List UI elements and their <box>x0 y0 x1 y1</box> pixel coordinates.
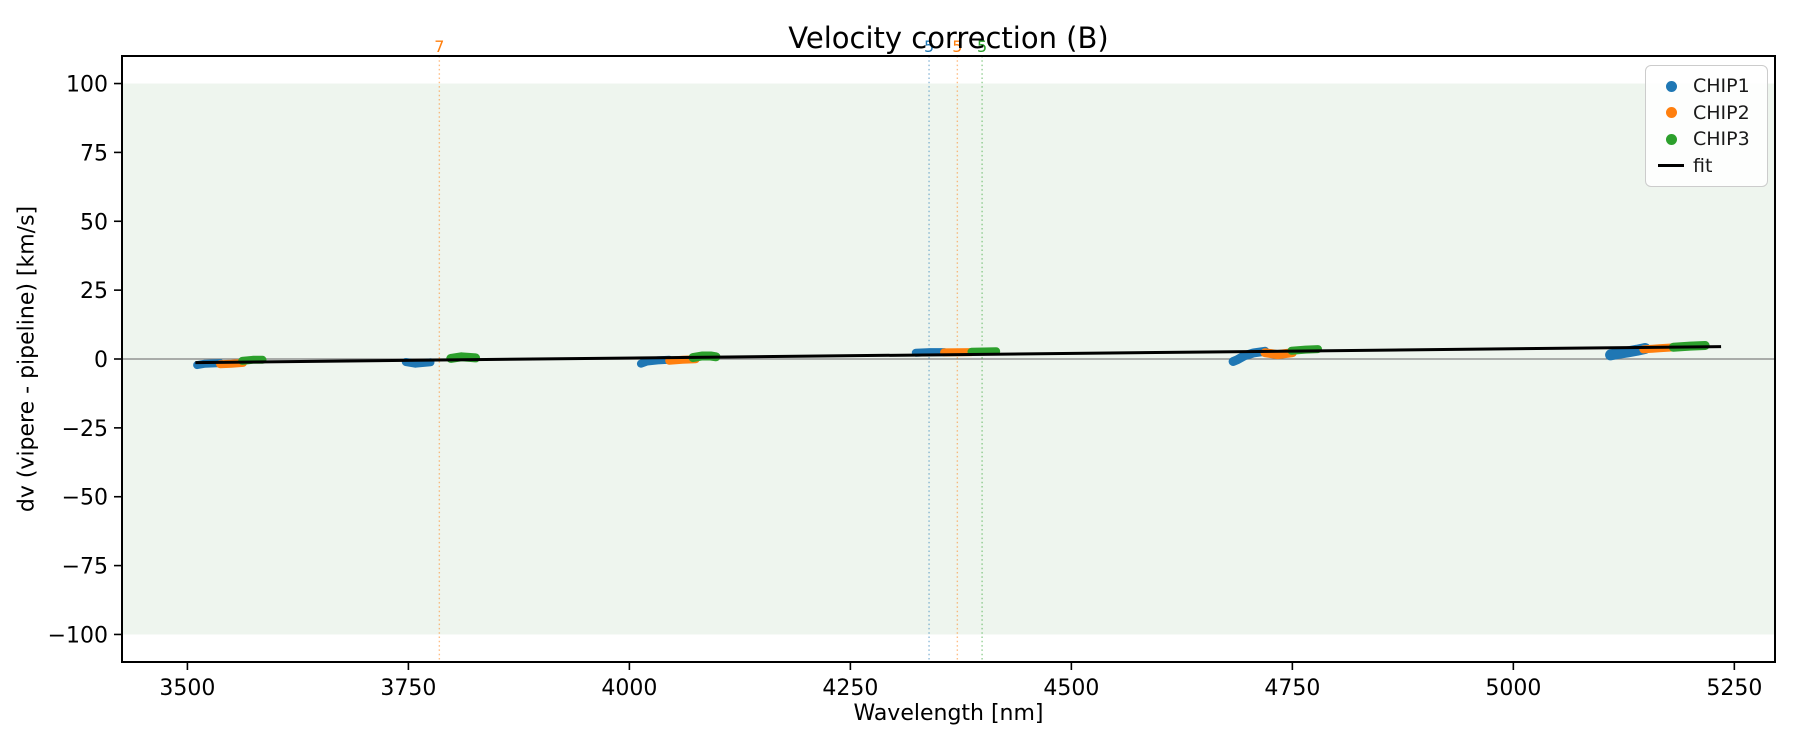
vline-count-label: 5 <box>977 37 987 56</box>
y-tick-label: −25 <box>62 417 108 442</box>
chip1-data-cluster <box>401 358 435 368</box>
x-tick-label: 4250 <box>822 676 878 701</box>
legend-label: CHIP2 <box>1693 101 1750 124</box>
chip1-data-cluster <box>911 348 949 357</box>
x-tick-label: 3750 <box>380 676 436 701</box>
vline-count-label: 5 <box>924 37 934 56</box>
legend-item: CHIP3 <box>1658 126 1767 153</box>
x-tick-label: 4000 <box>601 676 657 701</box>
y-tick-label: 0 <box>94 348 108 373</box>
chip3-marker-icon <box>1665 133 1677 145</box>
chip2-marker-icon <box>1665 107 1677 119</box>
x-tick-label: 4500 <box>1043 676 1099 701</box>
chip1-data-cluster <box>636 355 674 368</box>
y-tick-label: −50 <box>62 486 108 511</box>
y-tick-label: 50 <box>80 210 108 235</box>
legend-label: CHIP3 <box>1693 128 1750 151</box>
legend-marker-icon <box>1658 80 1684 92</box>
legend: CHIP1 CHIP2 CHIP3 fit <box>1645 65 1768 187</box>
legend-label: fit <box>1693 154 1713 177</box>
legend-label: CHIP1 <box>1693 75 1750 98</box>
chip3-data-cluster <box>238 355 267 365</box>
y-tick-label: −100 <box>48 623 108 648</box>
chip1-marker-icon <box>1665 80 1677 92</box>
chip3-data-cluster <box>446 352 481 363</box>
x-tick-label: 5250 <box>1706 676 1762 701</box>
y-tick-label: −75 <box>62 555 108 580</box>
x-tick-label: 4750 <box>1264 676 1320 701</box>
legend-item: fit <box>1658 153 1767 180</box>
chart-title: Velocity correction (B) <box>788 21 1109 55</box>
x-axis-label: Wavelength [nm] <box>853 701 1044 726</box>
chip2-data-cluster <box>1260 348 1297 360</box>
fit-line-icon <box>1658 164 1684 168</box>
x-tick-label: 3500 <box>159 676 215 701</box>
vline-count-label: 7 <box>434 37 444 56</box>
legend-marker-icon <box>1658 107 1684 119</box>
x-tick-label: 5000 <box>1485 676 1541 701</box>
legend-item: CHIP2 <box>1658 100 1767 127</box>
legend-marker-icon <box>1658 164 1684 168</box>
y-tick-label: 75 <box>80 141 108 166</box>
y-tick-label: 100 <box>66 73 108 98</box>
y-tick-label: 25 <box>80 279 108 304</box>
legend-marker-icon <box>1658 133 1684 145</box>
vline-count-label: 5 <box>952 37 962 56</box>
legend-item: CHIP1 <box>1658 73 1767 100</box>
y-axis-label: dv (vipere - pipeline) [km/s] <box>14 205 40 513</box>
fit-line <box>195 345 1722 365</box>
chip3-data-cluster <box>967 347 1001 356</box>
